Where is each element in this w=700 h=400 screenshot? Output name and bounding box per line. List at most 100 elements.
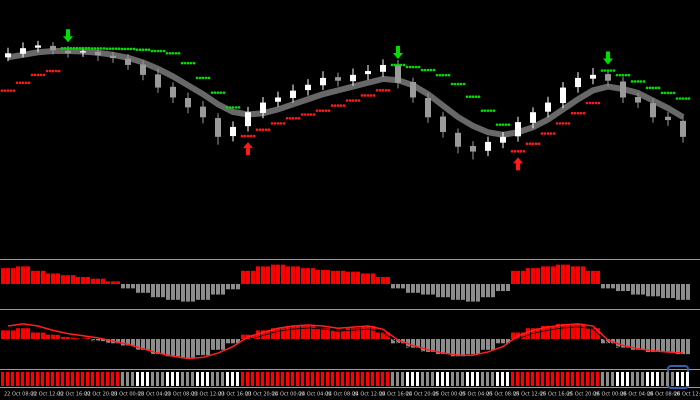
trail-dot [519,150,523,153]
trail-dot [39,73,43,77]
signal-arrow [603,51,613,65]
signal-strip-bar [326,372,329,386]
trail-dot [180,61,184,65]
candle-body [380,64,386,72]
candle-body [440,116,446,133]
trail-dot [474,95,478,99]
signal-strip-bar [86,372,89,386]
candle-body [50,45,56,51]
histogram-bar [181,284,185,302]
histogram-bar [411,284,415,293]
candle-body [530,112,536,123]
histogram-bar [446,339,450,355]
trail-dot [54,69,58,73]
histogram-bar [686,339,690,355]
histogram-bar [91,278,95,284]
histogram-bar [181,339,185,359]
trail-dot [183,61,187,65]
histogram-bar [1,268,5,284]
trail-dot [159,49,163,53]
trail-dot [480,109,484,112]
signal-strip-bar [516,372,519,386]
histogram-bar [151,339,155,355]
candle-body [500,136,506,143]
signal-strip-bar [486,372,489,386]
trail-dot [435,73,439,77]
signal-strip-bar [651,372,654,386]
histogram-bar [151,284,155,298]
histogram-bar [441,284,445,298]
candle-body [35,45,41,48]
trail-dot [255,128,259,132]
signal-strip-bar [56,372,59,386]
histogram-bar [331,270,335,284]
histogram-bar [96,339,100,342]
histogram-bar [461,284,465,300]
histogram-bar [576,323,580,339]
signal-strip-bar [276,372,279,386]
histogram-bar [121,284,125,289]
trail-dot [528,142,532,145]
histogram-bar [621,339,625,348]
trail-dot [309,113,313,116]
histogram-bar [416,339,420,348]
trail-dot [21,81,25,85]
trail-dot [150,49,154,53]
trail-dot [9,89,13,92]
histogram-bar [621,284,625,292]
histogram-bar [666,339,670,352]
trail-dot [513,150,517,153]
signal-strip-bar [666,372,669,386]
histogram-bar [426,284,430,295]
x-tick-label: 23 Oct 04:00 [138,392,171,398]
candle-body [80,51,86,53]
trail-dot [207,76,211,80]
trail-dot [63,46,67,50]
trail-dot [582,111,586,115]
histogram-bar [536,328,540,339]
histogram-bar [586,270,590,284]
histogram-bar [571,266,575,284]
signal-strip-bar [206,372,209,386]
trail-dot [234,106,238,109]
histogram-bar [541,326,545,339]
signal-strip-bar [446,372,449,386]
histogram-bar [441,339,445,355]
histogram-bar [436,339,440,355]
trail-dot [111,47,115,51]
trail-dot [444,73,448,77]
trail-dot [81,46,85,50]
trail-dot [327,109,331,112]
trail-dot [351,99,355,102]
histogram-bar [416,284,420,293]
trail-dot [222,91,226,94]
candle-body [20,48,26,54]
trail-dot [363,94,367,97]
signal-strip-bar [311,372,314,386]
candle-body [260,102,266,113]
signal-strip-bar [271,372,274,386]
signal-strip-bar [401,372,404,386]
histogram-bar [376,332,380,339]
trail-dot [243,134,247,138]
histogram-bar [211,339,215,350]
signal-strip-bar [146,372,149,386]
signal-strip-bar [576,372,579,386]
signal-strip-bar [296,372,299,386]
signal-strip-bar [541,372,544,386]
candle-body [395,64,401,83]
trail-dot [651,86,655,90]
trail-dot [189,61,193,65]
trail-dot [585,101,589,105]
histogram-bar [176,339,180,357]
signal-strip-bar [191,372,194,386]
trail-dot [546,132,550,135]
trail-dot [45,69,49,73]
x-tick-label: 22 Oct 08:00 [4,392,37,398]
histogram-bar [466,284,470,302]
histogram-bar [291,326,295,339]
trail-dot [540,132,544,135]
histogram-bar [641,339,645,350]
histogram-bar [401,284,405,289]
trail-dot [339,104,343,107]
